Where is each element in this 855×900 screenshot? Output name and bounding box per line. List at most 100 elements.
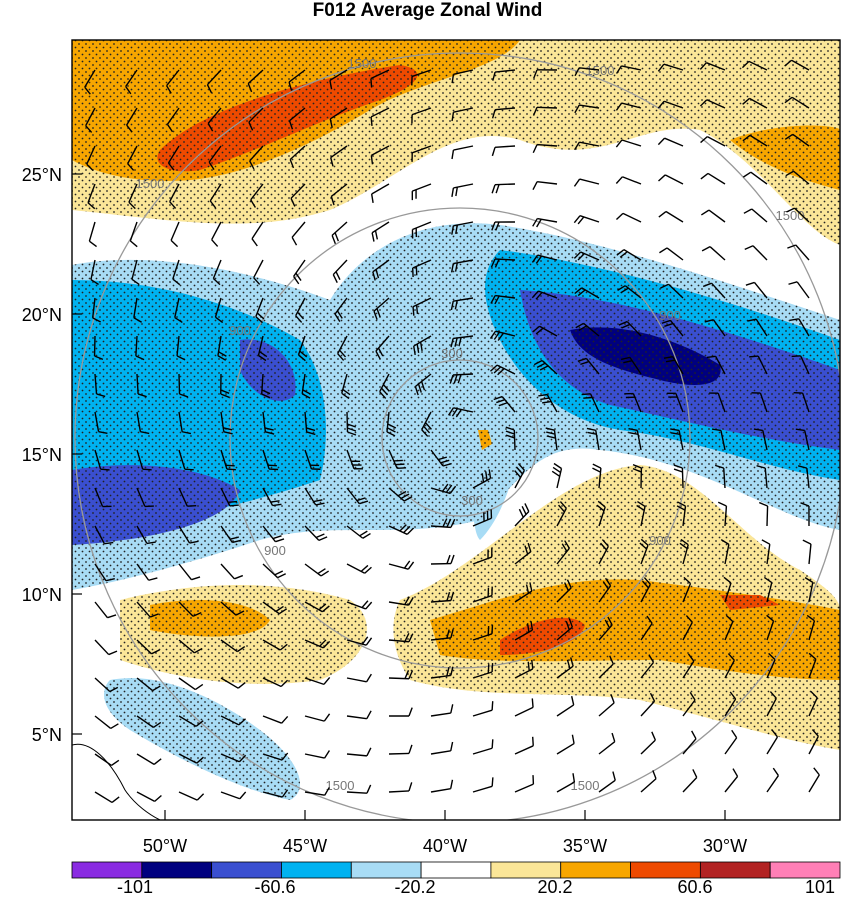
wind-barb (178, 411, 192, 435)
wind-barb (136, 525, 156, 545)
wind-barb (94, 715, 119, 730)
wind-barb (206, 69, 222, 94)
wind-barb (545, 427, 558, 451)
wind-barb (784, 133, 810, 147)
wind-barb (334, 297, 348, 322)
wind-barb (701, 246, 726, 261)
wind-barb (88, 221, 97, 248)
wind-barb (788, 281, 810, 299)
wind-barb (658, 210, 684, 223)
wind-barb (514, 542, 532, 565)
wind-barb (217, 335, 227, 361)
wind-barb (795, 428, 810, 451)
range-ring (74, 52, 840, 820)
wind-barb (341, 373, 351, 400)
wind-barb (135, 335, 145, 361)
wind-barb (682, 653, 695, 679)
wind-barb (598, 694, 615, 717)
wind-barb (94, 563, 115, 582)
wind-barb (332, 259, 348, 283)
wind-barb (304, 411, 316, 436)
colorbar-swatch (211, 861, 282, 879)
wind-barb (505, 426, 516, 451)
wind-barb (94, 449, 110, 471)
wind-barb (169, 183, 180, 209)
wind-barb (787, 244, 810, 261)
wind-barb (598, 771, 616, 793)
range-ring (381, 359, 539, 517)
wind-barb (86, 145, 96, 172)
wind-barb (209, 183, 222, 209)
wind-barb (94, 373, 106, 398)
wind-barb (658, 174, 684, 185)
wind-barb (346, 487, 369, 505)
wind-barb (574, 67, 600, 77)
wind-barb (136, 601, 159, 618)
wind-barb (411, 145, 432, 162)
wind-barb (94, 487, 112, 508)
wind-barb (94, 601, 117, 619)
wind-barb (262, 449, 279, 471)
lon-label: 35°W (563, 836, 607, 856)
range-ring-label: 900 (229, 323, 251, 338)
wind-barb (413, 335, 432, 356)
wind-barb (756, 464, 768, 489)
colorbar-label: 60.6 (677, 877, 712, 897)
wind-barb (724, 691, 737, 717)
wind-barb (178, 715, 204, 727)
wind-barb (628, 428, 642, 451)
wind-barb (490, 258, 516, 268)
wind-barb (758, 501, 769, 527)
wind-barb (791, 355, 810, 375)
range-ring-label: 900 (659, 308, 681, 323)
wind-barb (720, 539, 730, 565)
wind-barb (615, 102, 642, 111)
wind-barb (490, 364, 516, 376)
wind-barb (172, 259, 181, 286)
wind-barb (556, 579, 572, 603)
wind-barb (220, 487, 239, 507)
wind-barb (411, 107, 432, 124)
wind-barb (615, 65, 642, 74)
wind-barb (346, 710, 372, 720)
wind-barb (412, 297, 432, 316)
wind-barb (346, 563, 372, 574)
wind-barb (766, 614, 775, 641)
wind-barb (640, 770, 657, 793)
wind-barb (94, 525, 114, 545)
wind-barb (126, 107, 138, 133)
wind-barb (346, 747, 372, 757)
lon-label: 40°W (423, 836, 467, 856)
lon-label: 30°W (703, 836, 747, 856)
range-ring (229, 207, 691, 669)
wind-barb (211, 221, 222, 247)
wind-barb (430, 666, 454, 679)
wind-barb (220, 601, 245, 616)
wind-barb (702, 282, 726, 299)
wind-barb (573, 251, 600, 261)
colorbar-swatch (281, 861, 352, 879)
wind-barb (84, 69, 96, 95)
wind-barb (706, 355, 726, 375)
wind-barb (330, 145, 348, 167)
wind-barb (596, 500, 606, 527)
wind-barb (371, 221, 390, 242)
wind-barb (699, 99, 726, 109)
wind-barb (682, 692, 696, 717)
lat-label: 15°N (22, 445, 62, 465)
wind-barb (249, 145, 264, 170)
wind-barb (797, 465, 810, 489)
wind-barb (806, 614, 816, 641)
wind-barb (297, 335, 308, 362)
wind-barb (636, 500, 646, 527)
wind-barb (556, 501, 567, 527)
map-fields: 300 300 900 900 900 900 1500 1500 1500 1500 1500 15… (72, 40, 840, 820)
wind-barb (700, 172, 726, 185)
map-frame (71, 39, 841, 821)
wind-barb (451, 145, 474, 160)
wind-barb (411, 259, 432, 278)
wind-barb (682, 769, 698, 793)
wind-barb (255, 297, 265, 324)
range-ring-label: 1500 (776, 208, 805, 223)
wind-barb (808, 767, 820, 793)
